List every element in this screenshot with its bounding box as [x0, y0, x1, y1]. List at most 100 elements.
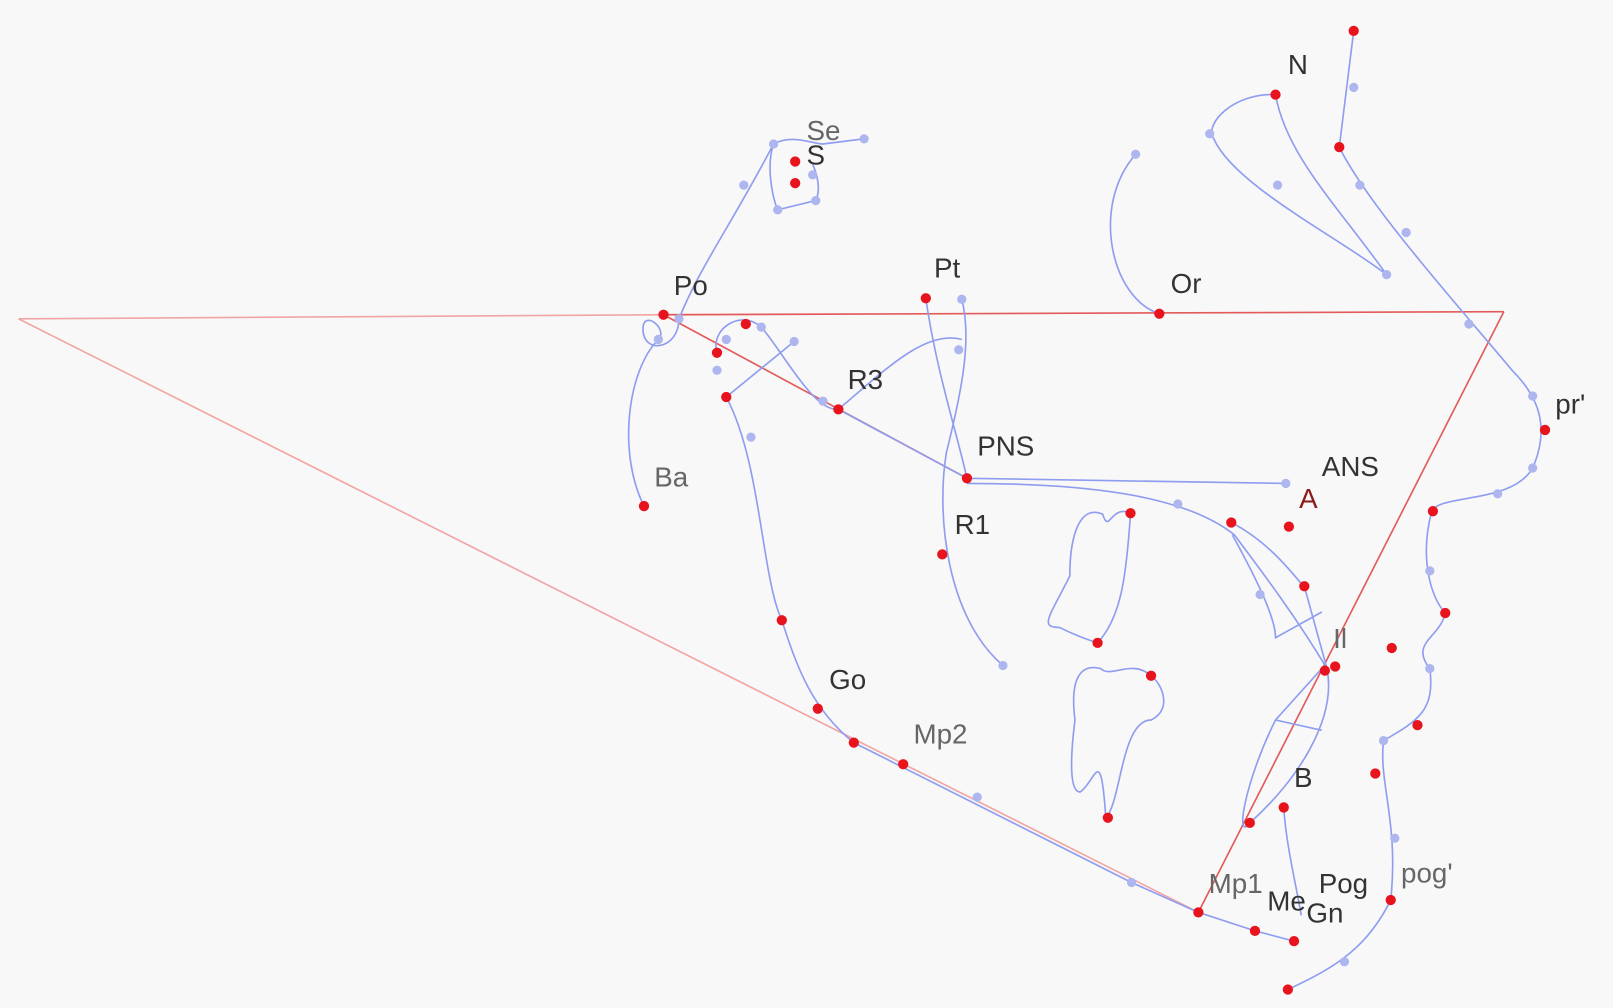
landmark-label: Go [829, 664, 866, 695]
landmark-label: ANS [1322, 451, 1379, 482]
landmark-point [1370, 768, 1381, 779]
minor-point [957, 294, 967, 304]
landmark-point [937, 549, 948, 560]
upper-molar [1047, 510, 1132, 644]
soft-tissue-profile [1211, 30, 1542, 991]
orbit [1109, 153, 1160, 315]
minor-point [1425, 663, 1435, 674]
landmark-point [1125, 508, 1136, 519]
lower-incisor [1275, 719, 1322, 916]
minor-point [818, 396, 828, 406]
minor-point [1355, 180, 1365, 190]
facial-line [1197, 311, 1505, 913]
landmark-point [1386, 642, 1397, 654]
landmark-point [1334, 141, 1345, 153]
landmark-point [961, 473, 973, 484]
landmark-label: Ba [654, 462, 689, 493]
landmark-label: S [806, 140, 825, 171]
landmark-label: R1 [955, 509, 991, 540]
minor-point [1126, 877, 1137, 888]
minor-point [1528, 463, 1538, 473]
landmark-point [740, 318, 751, 330]
landmark-label: A [1299, 483, 1318, 514]
landmark-point [721, 391, 732, 403]
minor-point [1378, 735, 1389, 746]
landmark-point [1440, 607, 1451, 619]
landmark-point [658, 309, 669, 320]
landmark-label: pog' [1401, 858, 1453, 889]
landmark-label: PNS [977, 431, 1034, 462]
minor-point [1493, 489, 1503, 499]
reference-lines [18, 310, 1505, 914]
minor-point [1349, 82, 1359, 93]
minor-point [1425, 566, 1435, 576]
landmark-point [1319, 665, 1331, 676]
landmark-point [1348, 25, 1359, 36]
landmark-point [1283, 521, 1295, 532]
landmark-point [1145, 670, 1157, 681]
skull-base [715, 319, 968, 480]
landmark-point [1102, 812, 1114, 823]
landmark-point [638, 500, 650, 512]
minor-point [789, 336, 799, 347]
mandibular-line [18, 318, 1199, 914]
landmark-label: Pog [1319, 868, 1368, 899]
landmark-label: Po [674, 270, 708, 301]
pterygoid [837, 298, 1004, 667]
landmark-point [1092, 637, 1103, 648]
minor-point [721, 334, 731, 345]
landmark-point [812, 703, 823, 714]
landmark-points [638, 25, 1551, 995]
minor-point [1401, 227, 1411, 238]
landmark-label: Me [1267, 885, 1306, 916]
landmark-label: pr' [1555, 388, 1585, 419]
frankfort-line [663, 310, 1504, 316]
landmark-point [1282, 984, 1294, 995]
frankfort-line-ext [18, 313, 664, 320]
landmark-point [790, 156, 801, 167]
minor-point [712, 365, 722, 375]
landmark-label: Pt [934, 253, 961, 284]
minor-point [1272, 180, 1283, 190]
landmark-point [1226, 517, 1237, 528]
minor-point [859, 134, 869, 144]
anatomy-curves [627, 30, 1542, 991]
landmark-label: Mp1 [1209, 868, 1263, 899]
landmark-point [1270, 89, 1281, 100]
minor-point [954, 345, 964, 355]
landmark-point [1249, 925, 1261, 936]
minor-point [653, 334, 664, 345]
minor-point [972, 792, 982, 802]
landmark-point [776, 615, 787, 626]
minor-point [1173, 499, 1183, 509]
landmark-point [711, 347, 723, 358]
minor-point [674, 314, 684, 324]
landmark-point [1412, 720, 1423, 731]
landmark-label: N [1288, 49, 1308, 80]
landmark-point [1330, 661, 1341, 672]
minor-point [1281, 478, 1291, 489]
minor-point [998, 660, 1008, 671]
landmark-point [1539, 424, 1551, 436]
minor-point [1339, 957, 1350, 967]
landmark-label: Gn [1306, 898, 1343, 929]
landmark-label: B [1294, 762, 1313, 793]
landmark-point [848, 737, 859, 748]
landmark-point [790, 177, 801, 189]
landmark-point [1427, 506, 1439, 517]
landmark-point [1299, 581, 1310, 592]
minor-point [756, 322, 766, 332]
landmark-label: Or [1171, 268, 1202, 299]
minor-point [808, 170, 818, 180]
maxilla [966, 477, 1330, 828]
lower-molar [1070, 666, 1165, 820]
landmark-point [1278, 802, 1289, 813]
landmark-point [1385, 894, 1396, 906]
minor-point [1205, 129, 1215, 139]
landmark-point [833, 404, 844, 415]
landmark-point [920, 293, 931, 304]
minor-point [773, 205, 783, 215]
